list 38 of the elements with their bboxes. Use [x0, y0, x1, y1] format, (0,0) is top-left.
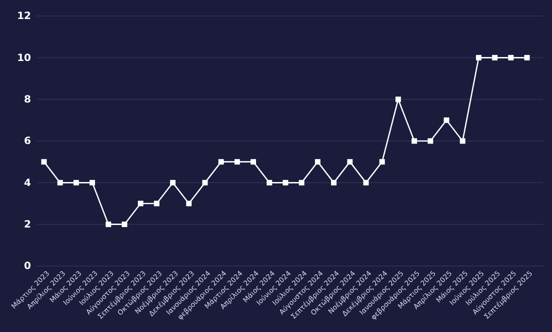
point [186, 200, 192, 206]
point [298, 180, 304, 186]
point [122, 222, 128, 228]
point [395, 96, 401, 102]
point [250, 159, 256, 165]
point [314, 159, 320, 165]
point [524, 54, 530, 60]
y-tick-label: 2 [24, 220, 32, 231]
point [363, 180, 369, 186]
point [73, 180, 79, 186]
point [202, 180, 208, 186]
y-tick-label: 4 [24, 178, 32, 189]
y-tick-label: 12 [17, 11, 32, 22]
point [379, 159, 385, 165]
point [331, 180, 337, 186]
point [347, 159, 353, 165]
point [57, 180, 63, 186]
point [460, 138, 466, 144]
point [492, 54, 498, 60]
point [90, 180, 96, 186]
point [476, 54, 482, 60]
point [508, 54, 514, 60]
point [41, 159, 47, 165]
point [266, 180, 272, 186]
point [154, 200, 160, 206]
point [138, 200, 144, 206]
y-tick-label: 0 [24, 261, 32, 272]
point [444, 117, 450, 123]
point [106, 222, 112, 228]
point [234, 159, 240, 165]
point [218, 159, 224, 165]
y-tick-label: 8 [24, 94, 32, 106]
y-tick-label: 6 [24, 136, 32, 148]
point [412, 138, 418, 144]
y-tick-label: 10 [17, 52, 32, 64]
point [170, 180, 176, 186]
point [282, 180, 288, 186]
point [428, 138, 434, 144]
